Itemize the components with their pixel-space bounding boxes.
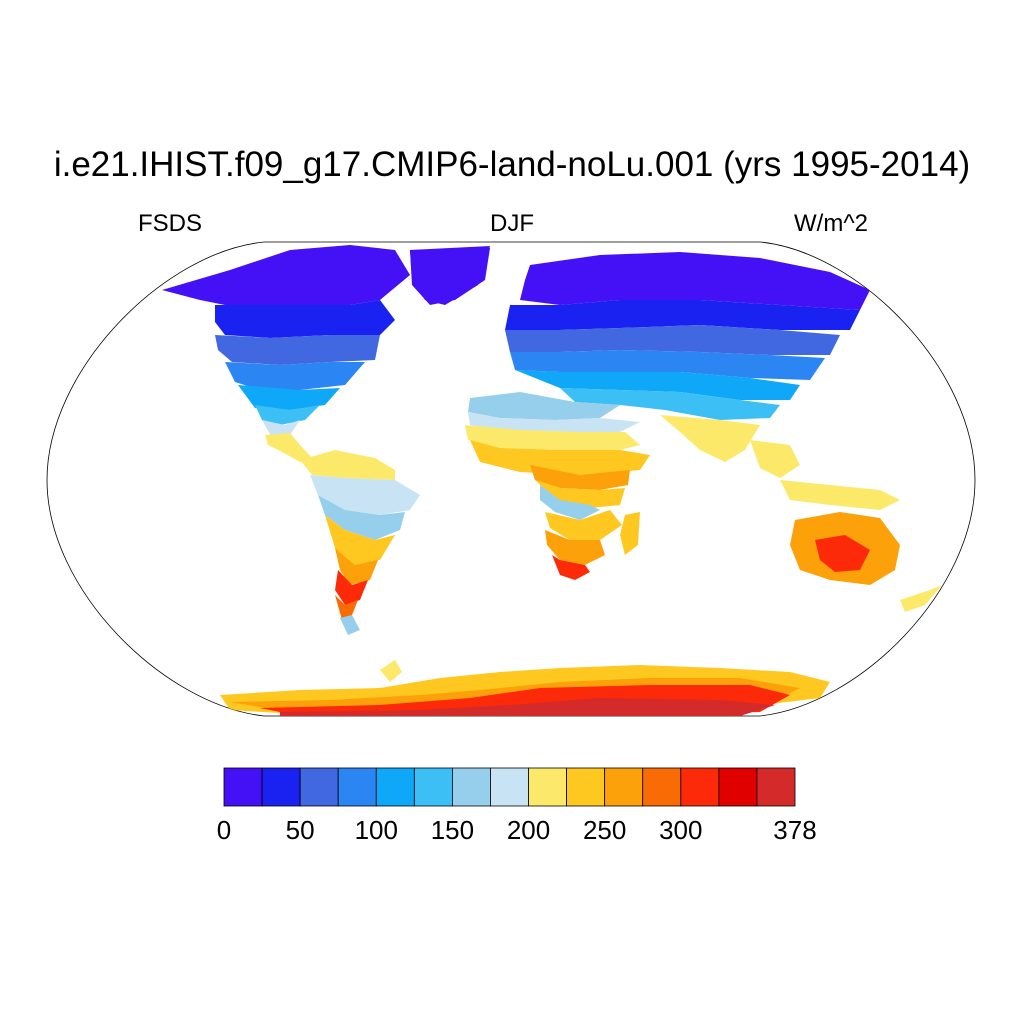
colorbar-swatch	[566, 767, 606, 807]
africa	[465, 425, 650, 580]
australia	[780, 480, 942, 612]
colorbar-swatch	[680, 767, 720, 807]
land-field	[162, 245, 942, 716]
greenland	[410, 246, 490, 305]
colorbar-swatch	[451, 767, 491, 807]
colorbar-swatch	[528, 767, 568, 807]
colorbar-tick-label: 200	[506, 815, 551, 845]
colorbar-swatch	[299, 767, 339, 807]
colorbar-swatch	[490, 767, 529, 807]
plot-title: i.e21.IHIST.f09_g17.CMIP6-land-noLu.001 …	[53, 145, 971, 184]
colorbar-swatch	[642, 767, 682, 807]
eurasia	[468, 252, 870, 478]
colorbar-swatch	[261, 767, 301, 807]
colorbar-tick-label: 100	[354, 815, 398, 845]
units-label: W/m^2	[794, 210, 868, 237]
season-label: DJF	[490, 210, 534, 237]
colorbar-tick-label: 250	[582, 815, 627, 845]
colorbar-swatch	[604, 767, 644, 807]
colorbar-swatch	[223, 767, 263, 807]
variable-label: FSDS	[138, 210, 203, 237]
colorbar-tick-label: 378	[773, 815, 817, 845]
colorbar-tick-label: 0	[216, 815, 232, 845]
colorbar-tick-label: 300	[659, 815, 703, 845]
colorbar-swatch	[718, 767, 758, 807]
south-america	[300, 450, 420, 635]
colorbar-swatch	[413, 767, 453, 807]
colorbar-swatch	[375, 767, 415, 807]
colorbar	[223, 767, 796, 807]
colorbar-swatch	[756, 767, 796, 807]
colorbar-tick-label: 50	[285, 815, 315, 845]
colorbar-swatch	[337, 767, 377, 807]
antarctica	[220, 660, 830, 716]
colorbar-tick-label: 150	[430, 815, 475, 845]
